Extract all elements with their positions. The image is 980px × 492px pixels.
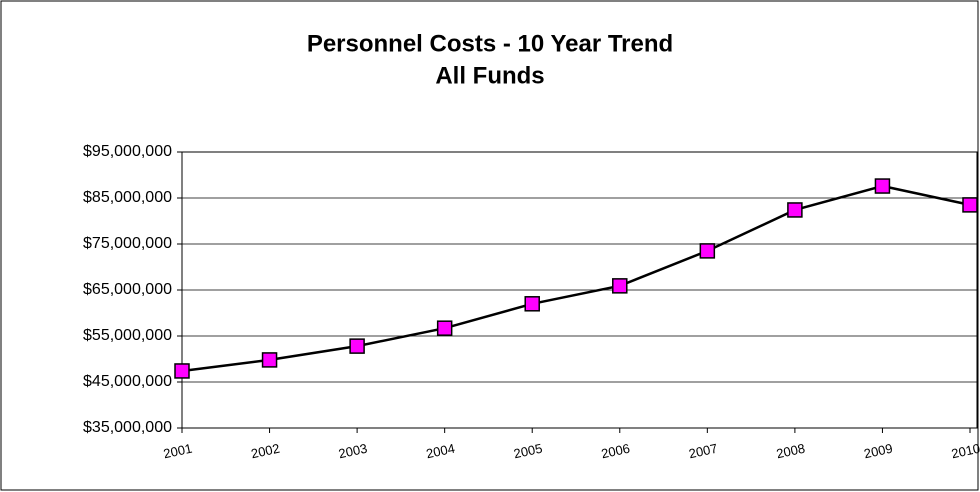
x-tick-label: 2009 <box>863 441 894 462</box>
x-tick-label: 2005 <box>512 441 543 462</box>
chart-subtitle: All Funds <box>435 62 544 89</box>
line <box>181 184 971 373</box>
x-tick-label: 2007 <box>687 441 718 462</box>
marker <box>349 338 365 354</box>
marker <box>699 243 716 259</box>
marker <box>524 296 540 312</box>
x-tick-label: 2001 <box>162 441 193 462</box>
marker <box>787 202 803 218</box>
marker <box>874 178 891 194</box>
x-tick-label: 2004 <box>425 441 456 462</box>
marker <box>436 320 453 336</box>
x-tick-label: 2002 <box>250 441 281 462</box>
x-tick-label: 2006 <box>600 441 631 462</box>
y-tick-label: $65,000,000 <box>83 281 172 298</box>
x-tick-label: 2003 <box>337 441 368 462</box>
y-tick-label: $35,000,000 <box>83 419 172 436</box>
marker <box>962 197 978 213</box>
y-tick-label: $55,000,000 <box>83 327 172 344</box>
chart-title: Personnel Costs - 10 Year Trend <box>307 30 673 57</box>
marker <box>261 352 278 368</box>
y-tick-label: $45,000,000 <box>83 373 172 390</box>
x-tick-label: 2010 <box>950 441 980 462</box>
x-tick-label: 2008 <box>775 441 806 462</box>
marker <box>174 363 190 379</box>
y-tick-label: $85,000,000 <box>83 189 172 206</box>
y-tick-label: $75,000,000 <box>83 235 172 252</box>
y-tick-label: $95,000,000 <box>83 143 172 160</box>
marker <box>612 278 628 294</box>
